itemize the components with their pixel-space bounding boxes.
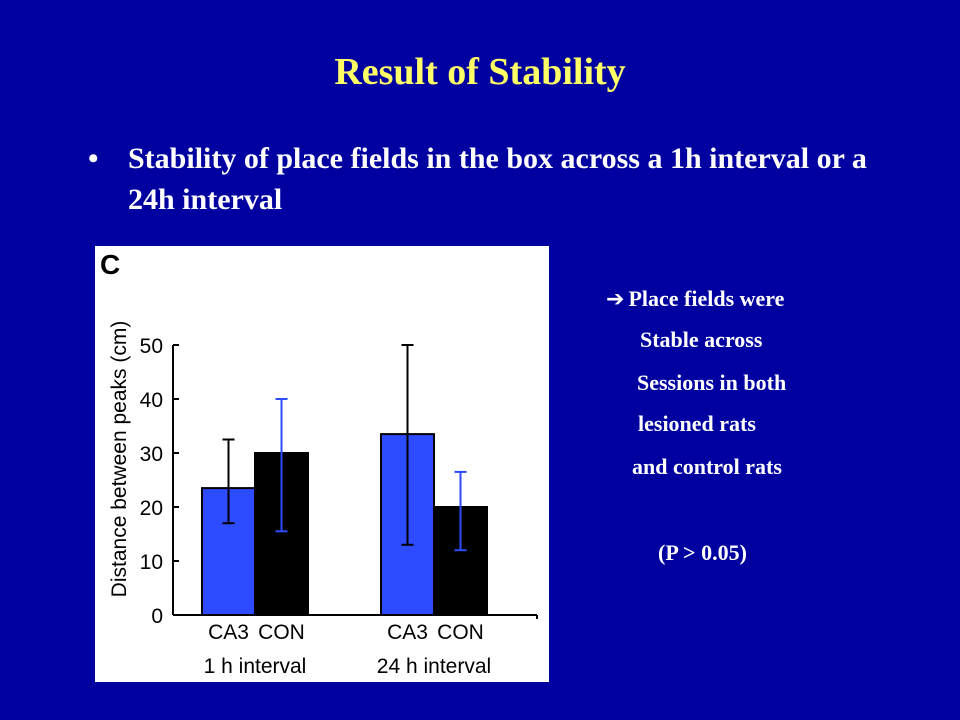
y-axis-label: Distance between peaks (cm) bbox=[108, 321, 131, 598]
x-tick-label: CON bbox=[437, 621, 484, 644]
p-value-note: (P > 0.05) bbox=[658, 540, 747, 565]
right-arrow-icon: ➔ bbox=[606, 287, 625, 312]
bar bbox=[433, 506, 488, 616]
x-tick-label: CA3 bbox=[208, 621, 249, 644]
note-line-2: Stable across bbox=[640, 327, 763, 352]
group-label: 24 h interval bbox=[377, 655, 491, 678]
bar-chart: C Distance between peaks (cm) 0 10 20 30 40 5… bbox=[100, 249, 538, 678]
y-tick-label: 0 bbox=[151, 605, 163, 628]
y-tick-label: 20 bbox=[140, 497, 163, 520]
group-label: 1 h interval bbox=[204, 655, 307, 678]
note-line-4: lesioned rats bbox=[638, 411, 756, 436]
bullet-text: Stability of place fields in the box acr… bbox=[128, 142, 867, 216]
note-line-3: Sessions in both bbox=[637, 370, 787, 395]
y-tick-label: 30 bbox=[140, 443, 163, 466]
slide-title: Result of Stability bbox=[334, 51, 626, 93]
note-line-1: ➔ Place fields were bbox=[606, 286, 785, 312]
panel-letter: C bbox=[100, 249, 120, 280]
chart-panel: C Distance between peaks (cm) 0 10 20 30 40 5… bbox=[95, 246, 549, 682]
y-tick-label: 50 bbox=[140, 335, 163, 358]
x-tick-label: CON bbox=[258, 621, 305, 644]
y-tick-label: 40 bbox=[140, 389, 163, 412]
note-line-5: and control rats bbox=[632, 454, 782, 479]
bullet-marker: • bbox=[88, 142, 99, 175]
x-tick-label: CA3 bbox=[387, 621, 428, 644]
bar bbox=[254, 452, 309, 616]
y-tick-label: 10 bbox=[140, 551, 163, 574]
